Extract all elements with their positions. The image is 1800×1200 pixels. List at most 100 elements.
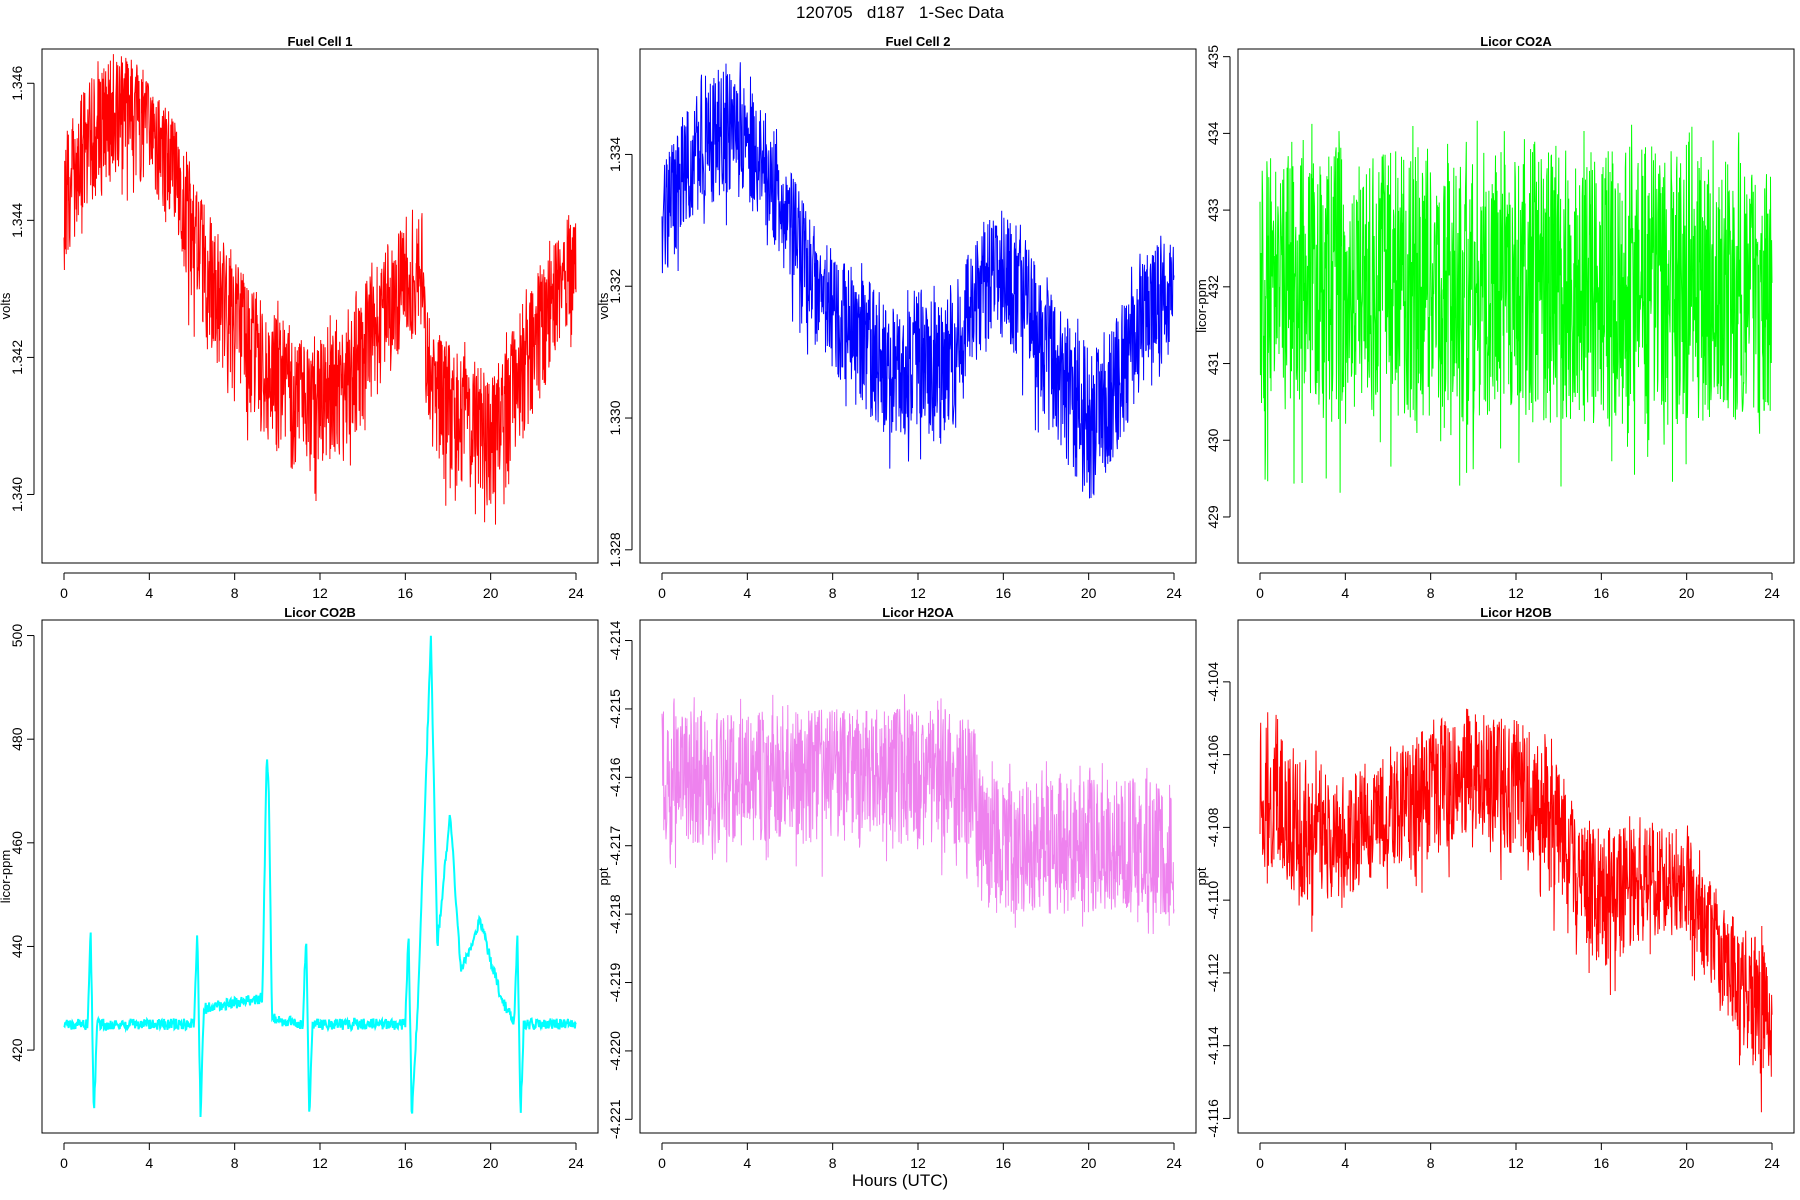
x-tick-label: 16 bbox=[1594, 585, 1610, 601]
x-tick-label: 24 bbox=[1764, 1155, 1780, 1171]
x-tick-label: 20 bbox=[1081, 1155, 1097, 1171]
x-tick-label: 16 bbox=[398, 585, 414, 601]
chart-title: Fuel Cell 1 bbox=[287, 34, 352, 49]
y-tick-label: -4.108 bbox=[1205, 807, 1221, 847]
y-tick-label: 435 bbox=[1205, 45, 1221, 69]
x-tick-label: 0 bbox=[60, 1155, 68, 1171]
x-tick-label: 20 bbox=[1679, 1155, 1695, 1171]
data-series bbox=[63, 635, 577, 1118]
x-tick-label: 12 bbox=[312, 585, 328, 601]
y-tick-label: 1.340 bbox=[9, 477, 25, 512]
plot-frame bbox=[639, 48, 1197, 564]
x-axis: 0 4 8 12 16 20 24 bbox=[60, 1142, 584, 1171]
x-tick-label: 12 bbox=[910, 1155, 926, 1171]
y-tick-label: 1.342 bbox=[9, 340, 25, 375]
plot-frame bbox=[639, 619, 1197, 1134]
data-series bbox=[661, 62, 1175, 499]
y-tick-label: 420 bbox=[9, 1038, 25, 1062]
x-tick-label: 0 bbox=[658, 585, 666, 601]
x-tick-label: 4 bbox=[145, 585, 153, 601]
x-tick-label: 4 bbox=[1341, 1155, 1349, 1171]
x-tick-label: 8 bbox=[829, 1155, 837, 1171]
x-tick-label: 24 bbox=[1166, 585, 1182, 601]
x-tick-label: 24 bbox=[1764, 585, 1780, 601]
y-tick-label: -4.214 bbox=[607, 620, 623, 660]
x-tick-label: 12 bbox=[910, 585, 926, 601]
x-tick-label: 16 bbox=[1594, 1155, 1610, 1171]
plot-frame bbox=[41, 48, 599, 564]
series-line bbox=[63, 54, 577, 525]
x-tick-label: 20 bbox=[483, 585, 499, 601]
x-tick-label: 12 bbox=[1508, 585, 1524, 601]
y-tick-label: 440 bbox=[9, 935, 25, 959]
y-tick-label: 1.346 bbox=[9, 66, 25, 101]
y-tick-label: 431 bbox=[1205, 352, 1221, 376]
page-title: 120705 d187 1-Sec Data bbox=[796, 3, 1004, 22]
x-tick-label: 4 bbox=[145, 1155, 153, 1171]
y-tick-label: 1.328 bbox=[607, 532, 623, 567]
x-axis: 0 4 8 12 16 20 24 bbox=[1256, 1142, 1780, 1171]
y-tick-label: -4.215 bbox=[607, 689, 623, 729]
x-tick-label: 4 bbox=[743, 585, 751, 601]
y-axis: 1.340 1.342 1.344 1.346 bbox=[9, 66, 35, 512]
chart-title: Licor H2OA bbox=[882, 605, 954, 620]
series-line bbox=[63, 635, 577, 1118]
y-tick-label: -4.114 bbox=[1205, 1026, 1221, 1065]
y-axis-label: ppt bbox=[1194, 867, 1209, 885]
x-tick-label: 12 bbox=[1508, 1155, 1524, 1171]
x-tick-label: 20 bbox=[1081, 585, 1097, 601]
y-axis-label: ppt bbox=[596, 867, 611, 885]
y-tick-label: -4.220 bbox=[607, 1031, 623, 1071]
x-tick-label: 8 bbox=[1427, 1155, 1435, 1171]
y-tick-label: 460 bbox=[9, 831, 25, 855]
y-tick-label: 1.332 bbox=[607, 269, 623, 304]
y-axis-label: volts bbox=[0, 292, 13, 319]
y-tick-label: -4.221 bbox=[607, 1099, 623, 1139]
y-tick-label: 430 bbox=[1205, 428, 1221, 452]
x-tick-label: 12 bbox=[312, 1155, 328, 1171]
chart-title: Licor CO2A bbox=[1480, 34, 1552, 49]
y-axis: -4.116 -4.114 -4.112 -4.110 -4.108 -4.106 -4.1… bbox=[1205, 662, 1231, 1138]
x-tick-label: 4 bbox=[1341, 585, 1349, 601]
y-axis-label: volts bbox=[596, 292, 611, 319]
series-line bbox=[1259, 120, 1773, 493]
x-tick-label: 20 bbox=[1679, 585, 1695, 601]
y-tick-label: 434 bbox=[1205, 121, 1221, 145]
x-tick-label: 8 bbox=[829, 585, 837, 601]
x-axis: 0 4 8 12 16 20 24 bbox=[60, 572, 584, 601]
chart-title: Licor H2OB bbox=[1480, 605, 1552, 620]
x-tick-label: 20 bbox=[483, 1155, 499, 1171]
plot-frame bbox=[41, 619, 599, 1134]
y-tick-label: 1.334 bbox=[607, 137, 623, 172]
x-tick-label: 0 bbox=[60, 585, 68, 601]
y-tick-label: 429 bbox=[1205, 505, 1221, 529]
y-axis-label: licor-ppm bbox=[0, 850, 13, 903]
x-tick-label: 8 bbox=[231, 585, 239, 601]
x-tick-label: 0 bbox=[658, 1155, 666, 1171]
y-tick-label: -4.104 bbox=[1205, 662, 1221, 702]
x-tick-label: 16 bbox=[996, 1155, 1012, 1171]
y-tick-label: -4.217 bbox=[607, 826, 623, 866]
plot-frame bbox=[1237, 48, 1795, 564]
shared-x-axis-label: Hours (UTC) bbox=[851, 1171, 949, 1190]
y-axis: 420 440 460 480 500 bbox=[9, 624, 35, 1062]
y-tick-label: -4.110 bbox=[1205, 881, 1221, 920]
y-tick-label: 1.344 bbox=[9, 203, 25, 238]
y-tick-label: -4.218 bbox=[607, 894, 623, 934]
chart-title: Fuel Cell 2 bbox=[885, 34, 950, 49]
data-series bbox=[1259, 120, 1773, 493]
y-axis: 429 430 431 432 433 434 435 bbox=[1205, 45, 1231, 529]
x-tick-label: 16 bbox=[398, 1155, 414, 1171]
y-tick-label: 480 bbox=[9, 727, 25, 751]
x-tick-label: 8 bbox=[1427, 585, 1435, 601]
series-line bbox=[661, 62, 1175, 499]
x-tick-label: 24 bbox=[1166, 1155, 1182, 1171]
x-tick-label: 24 bbox=[568, 585, 584, 601]
x-tick-label: 8 bbox=[231, 1155, 239, 1171]
y-tick-label: 500 bbox=[9, 624, 25, 648]
series-line bbox=[661, 694, 1175, 935]
